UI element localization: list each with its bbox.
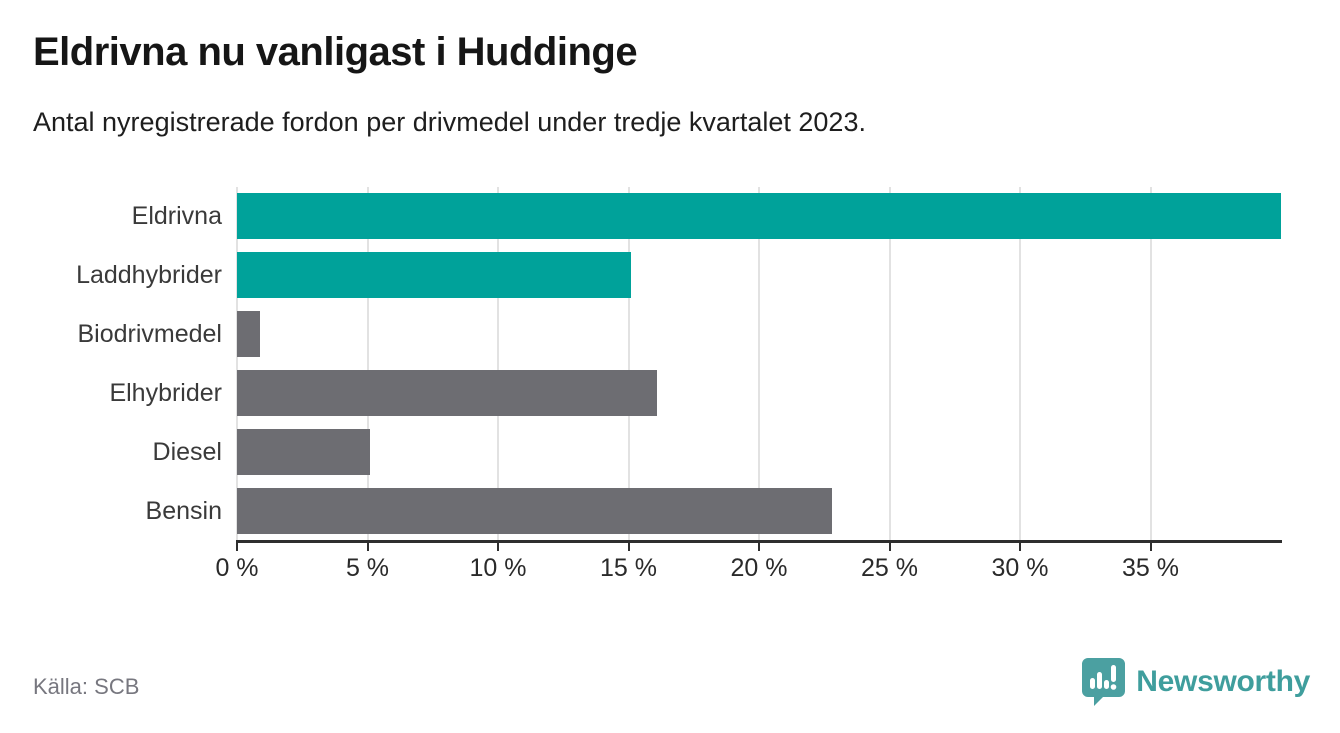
x-tick-label-20: 20 % (730, 554, 788, 582)
bar-diesel (237, 429, 371, 475)
x-axis-line (236, 540, 1282, 543)
plot-area (236, 187, 1281, 541)
page-title: Eldrivna nu vanligast i Huddinge (33, 30, 638, 74)
gridline-0 (236, 187, 238, 541)
category-label-eldrivna: Eldrivna (131, 202, 222, 230)
x-tick-label-35: 35 % (1122, 554, 1179, 582)
x-tick-5 (366, 543, 369, 551)
x-tick-label-0: 0 % (215, 554, 259, 582)
category-label-laddhybrider: Laddhybrider (76, 261, 222, 289)
brand-footer: Newsworthy (1081, 657, 1310, 706)
gridline-10 (497, 187, 499, 541)
x-tick-label-25: 25 % (861, 554, 918, 582)
gridline-15 (627, 187, 630, 541)
bar-elhybrider (237, 370, 658, 416)
x-tick-label-30: 30 % (991, 554, 1049, 582)
x-axis: 0 % 5 % 10 % 15 % 20 % 25 % 30 % 35 % (215, 541, 1281, 591)
x-tick-15 (627, 543, 630, 551)
gridline-20 (758, 187, 760, 541)
bar-bensin (237, 488, 833, 534)
category-label-biodrivmedel: Biodrivmedel (77, 320, 222, 348)
gridline-30 (1019, 187, 1021, 541)
gridline-25 (888, 187, 891, 541)
x-tick-30 (1019, 543, 1021, 551)
gridline-35 (1149, 187, 1152, 541)
x-tick-0 (236, 543, 238, 551)
bar-biodrivmedel (237, 311, 261, 357)
category-label-diesel: Diesel (152, 438, 222, 466)
gridline-5 (366, 187, 369, 541)
x-tick-label-15: 15 % (600, 554, 657, 582)
x-tick-label-5: 5 % (345, 554, 390, 582)
x-tick-25 (888, 543, 891, 551)
x-tick-10 (497, 543, 499, 551)
category-label-bensin: Bensin (145, 497, 222, 525)
source-note: Källa: SCB (33, 674, 140, 699)
bar-eldrivna (237, 193, 1281, 239)
x-tick-20 (758, 543, 760, 551)
newsworthy-logo-icon (1081, 657, 1126, 706)
brand-wordmark: Newsworthy (1136, 664, 1310, 698)
x-tick-label-10: 10 % (469, 554, 527, 582)
category-label-elhybrider: Elhybrider (109, 379, 222, 407)
y-axis-labels: Eldrivna Laddhybrider Biodrivmedel Elhybrid… (0, 187, 222, 541)
bar-laddhybrider (237, 252, 632, 298)
x-tick-35 (1149, 543, 1152, 551)
page-subtitle: Antal nyregistrerade fordon per drivmede… (33, 107, 866, 137)
